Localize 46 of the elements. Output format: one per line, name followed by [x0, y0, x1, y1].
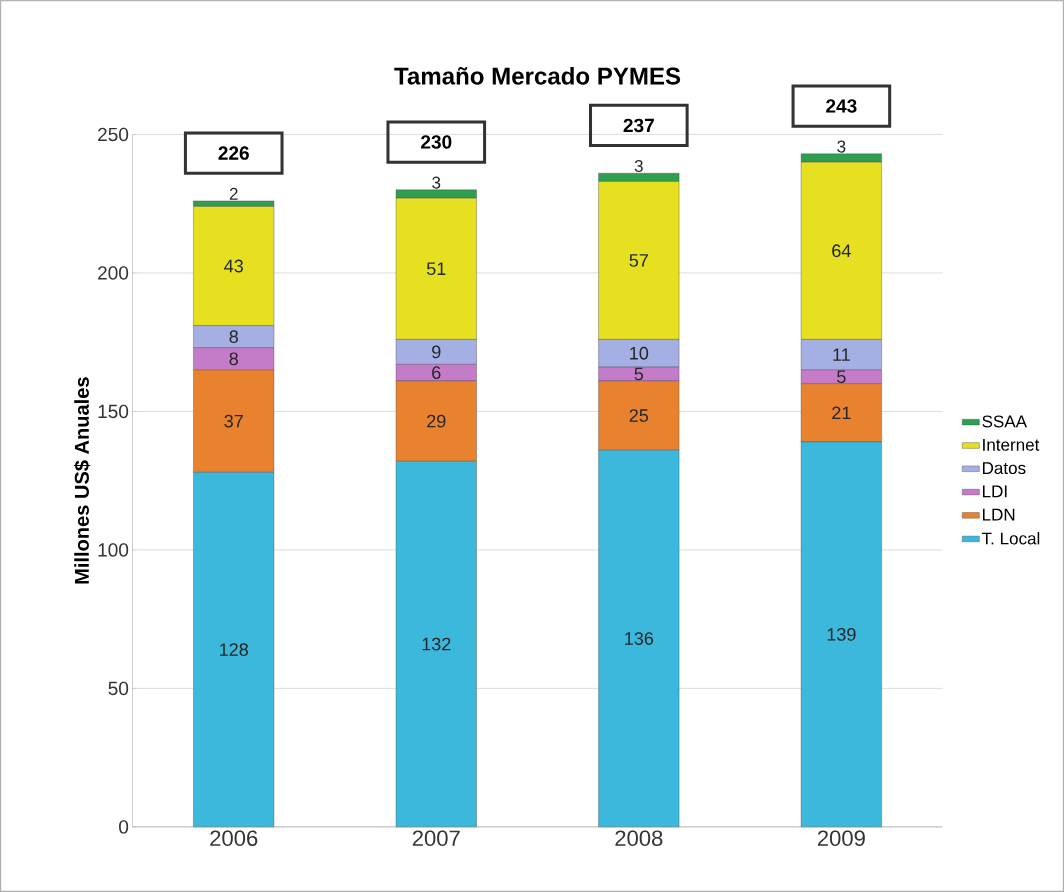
- data-label: 11: [833, 348, 850, 361]
- legend-label: LDN: [982, 508, 1015, 521]
- y-tick-label: 150: [98, 404, 129, 419]
- legend-label: LDI: [982, 485, 1007, 498]
- data-label: 37: [224, 414, 243, 428]
- data-label: 136: [625, 632, 654, 645]
- total-label: 230: [421, 135, 452, 149]
- total-label: 237: [623, 118, 654, 133]
- data-label: 57: [629, 254, 648, 267]
- x-tick-label: 2007: [412, 830, 460, 847]
- legend-label: SSAA: [982, 415, 1028, 428]
- legend-label: T. Local: [981, 532, 1040, 545]
- data-label: 21: [832, 406, 851, 420]
- data-label: 10: [630, 346, 649, 360]
- y-tick-label: 200: [98, 266, 129, 280]
- data-label: 132: [422, 637, 451, 651]
- x-tick-label: 2006: [210, 830, 258, 847]
- data-label: 43: [224, 259, 243, 273]
- y-tick-label: 100: [98, 543, 129, 557]
- data-label: 8: [229, 330, 238, 344]
- chart-title: Tamaño Mercado PYMES: [394, 67, 681, 85]
- total-label: 226: [218, 146, 249, 160]
- data-label: 6: [432, 366, 441, 380]
- data-label: 128: [220, 643, 248, 657]
- data-label: 29: [427, 414, 446, 428]
- legend-label: Datos: [982, 462, 1026, 475]
- data-label: 2: [229, 187, 238, 200]
- data-label: 3: [634, 159, 643, 173]
- total-label: 243: [826, 99, 857, 113]
- data-label: 5: [837, 370, 846, 384]
- data-label: 3: [837, 140, 846, 153]
- data-label: 3: [432, 176, 441, 189]
- legend-label: Internet: [983, 438, 1040, 451]
- x-tick-label: 2009: [817, 830, 865, 847]
- x-tick-label: 2008: [615, 830, 663, 847]
- data-label: 8: [229, 352, 238, 366]
- data-label: 139: [827, 628, 856, 641]
- data-label: 51: [426, 262, 446, 276]
- y-tick-label: 50: [108, 681, 129, 696]
- data-label: 9: [432, 345, 441, 359]
- data-label: 5: [634, 367, 644, 381]
- data-label: 64: [832, 244, 851, 258]
- data-label: 25: [629, 409, 649, 422]
- y-tick-label: 0: [119, 820, 129, 834]
- y-axis-title: Millones US$ Anuales: [73, 377, 91, 584]
- y-tick-label: 250: [98, 127, 129, 142]
